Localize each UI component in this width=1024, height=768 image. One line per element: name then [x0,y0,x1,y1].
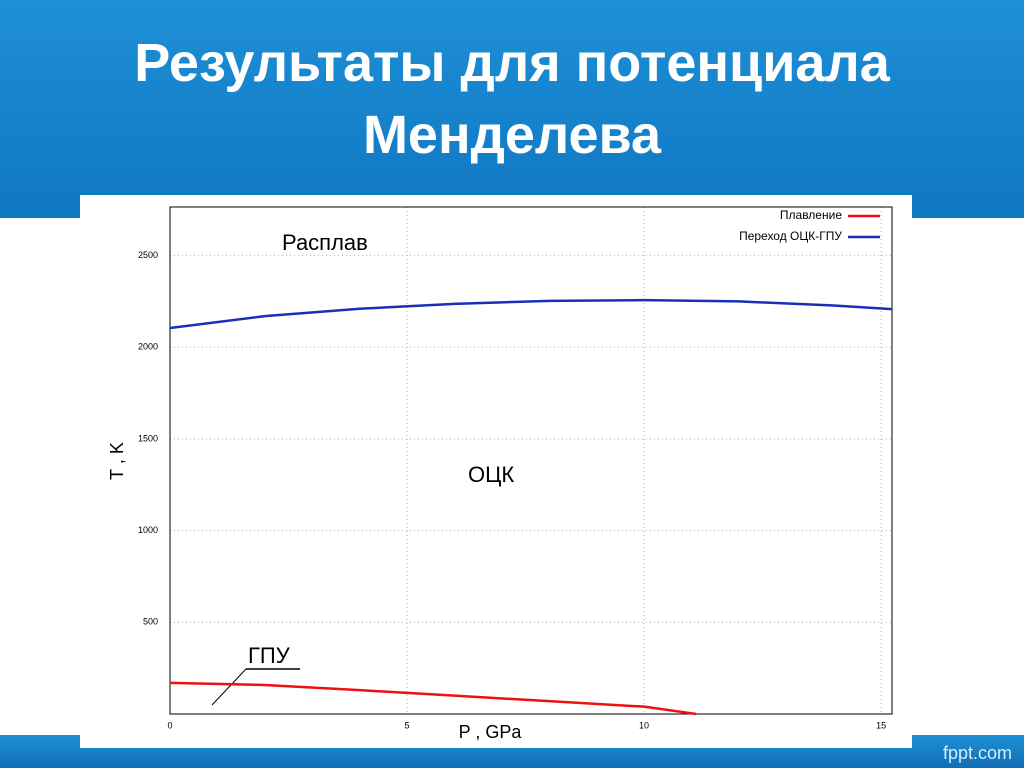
series-line [169,681,697,716]
x-tick-label: 10 [639,720,649,730]
legend-label: Переход ОЦК-ГПУ [739,229,842,243]
leader-line [211,668,247,706]
annotation: ГПУ [248,643,291,668]
x-tick-label: 15 [876,720,886,730]
y-tick-label: 2000 [138,342,158,352]
x-tick-label: 0 [167,720,172,730]
series-line [169,298,893,330]
legend-label: Плавление [780,208,842,222]
plot-frame [169,206,893,715]
y-tick-label: 2500 [138,250,158,260]
y-tick-label: 500 [143,617,158,627]
annotation: ОЦК [468,462,514,487]
footer: fppt.com [942,743,1012,763]
x-tick-label: 5 [405,720,410,730]
header-band [0,0,1024,218]
y-tick-label: 1000 [138,525,158,535]
chart-panel [80,195,912,748]
y-tick-label: 1500 [138,433,158,443]
annotation: Расплав [282,230,368,255]
y-axis-label: T , K [107,442,127,480]
slide-title: Менделева [362,105,662,165]
slide-title: Результаты для потенциала [134,33,890,93]
x-axis-label: P , GPa [459,722,523,742]
